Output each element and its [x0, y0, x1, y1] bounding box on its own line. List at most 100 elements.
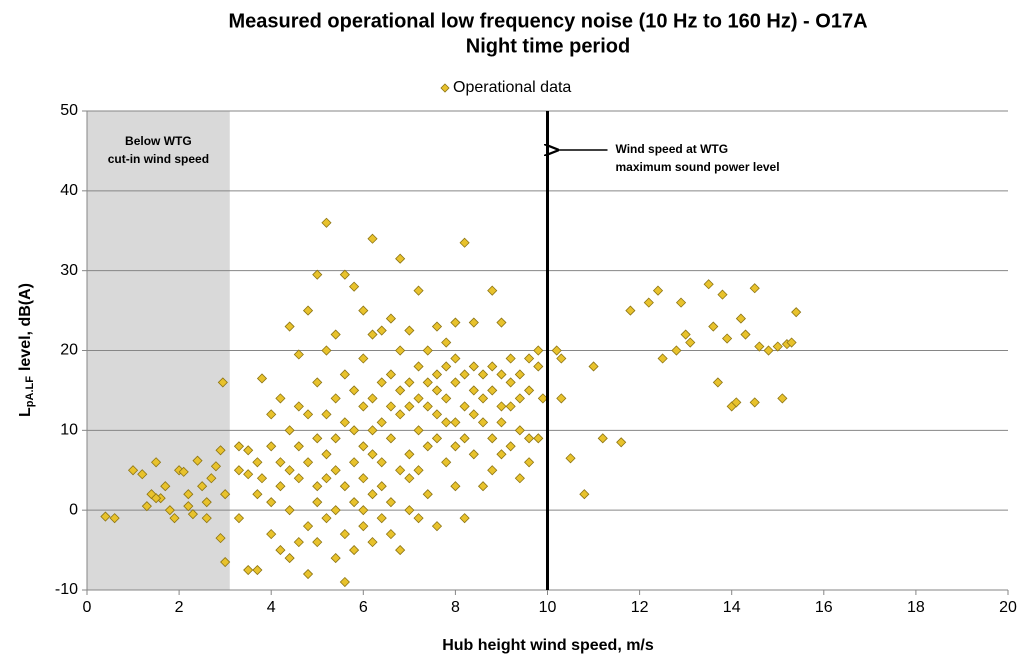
scatter-point — [459, 369, 470, 380]
scatter-point — [533, 433, 544, 444]
scatter-point — [514, 425, 525, 436]
scatter-point — [708, 321, 719, 332]
scatter-point — [293, 349, 304, 360]
legend-label: Operational data — [453, 79, 571, 96]
scatter-point — [791, 307, 802, 318]
scatter-point — [284, 465, 295, 476]
scatter-point — [450, 417, 461, 428]
scatter-point — [206, 473, 217, 484]
x-axis-label: Hub height wind speed, m/s — [442, 637, 654, 654]
scatter-point — [556, 353, 567, 364]
scatter-point — [487, 285, 498, 296]
scatter-point — [441, 457, 452, 468]
scatter-point — [395, 345, 406, 356]
scatter-point — [358, 353, 369, 364]
scatter-point — [441, 361, 452, 372]
scatter-point — [178, 466, 189, 477]
scatter-point — [450, 481, 461, 492]
x-tick-label: 12 — [631, 599, 649, 616]
scatter-point — [413, 513, 424, 524]
scatter-point — [141, 501, 152, 512]
x-tick-label: 20 — [999, 599, 1017, 616]
scatter-point — [376, 513, 387, 524]
scatter-point — [496, 401, 507, 412]
scatter-point — [349, 281, 360, 292]
y-label-main: L — [17, 407, 34, 417]
scatter-point — [556, 393, 567, 404]
scatter-point — [777, 393, 788, 404]
scatter-point — [151, 457, 162, 468]
scatter-point — [597, 433, 608, 444]
scatter-point — [675, 297, 687, 308]
scatter-point — [358, 505, 369, 516]
scatter-point — [533, 361, 544, 372]
scatter-point — [339, 576, 350, 588]
scatter-point — [349, 497, 360, 508]
y-tick-label: 20 — [60, 342, 78, 359]
scatter-point — [652, 285, 664, 296]
scatter-point — [385, 529, 396, 540]
scatter-point — [293, 441, 304, 452]
scatter-point — [266, 409, 277, 420]
scatter-point — [477, 481, 489, 492]
scatter-point — [358, 305, 369, 316]
scatter-point — [514, 393, 525, 404]
scatter-point — [450, 353, 461, 364]
scatter-point — [358, 521, 369, 532]
scatter-point — [358, 401, 369, 412]
scatter-point — [275, 457, 286, 468]
scatter-point — [321, 409, 332, 420]
y-label-sub: pA.LF — [24, 376, 36, 407]
scatter-point — [625, 305, 636, 316]
scatter-point — [376, 417, 387, 428]
scatter-point — [330, 393, 341, 404]
y-axis-label: LpA.LF level, dB(A) — [17, 283, 36, 417]
scatter-point — [468, 385, 479, 396]
scatter-point — [192, 455, 203, 466]
scatter-point — [215, 533, 226, 544]
scatter-point — [413, 285, 424, 296]
scatter-point — [330, 553, 341, 564]
scatter-point — [358, 473, 369, 484]
scatter-point — [321, 513, 332, 524]
scatter-point — [441, 337, 452, 348]
scatter-point — [312, 269, 323, 280]
x-tick-label: 18 — [907, 599, 925, 616]
scatter-point — [395, 253, 406, 264]
scatter-point — [431, 409, 443, 420]
scatter-point — [685, 337, 696, 348]
scatter-point — [385, 369, 396, 380]
scatter-point — [201, 497, 212, 508]
scatter-point — [459, 513, 470, 524]
scatter-point — [160, 481, 171, 492]
scatter-point — [505, 441, 516, 452]
scatter-point — [330, 465, 341, 476]
scatter-point — [404, 473, 415, 484]
scatter-point — [441, 393, 452, 404]
scatter-point — [385, 401, 396, 412]
x-tick-label: 14 — [723, 599, 741, 616]
scatter-point — [496, 317, 507, 328]
x-tick-label: 8 — [451, 599, 460, 616]
scatter-point — [266, 497, 277, 508]
scatter-point — [671, 345, 682, 356]
annotation: Below WTG — [125, 134, 192, 148]
scatter-point — [330, 505, 341, 516]
scatter-point — [376, 481, 387, 492]
scatter-point — [339, 417, 350, 428]
scatter-point — [459, 237, 470, 248]
scatter-point — [450, 317, 461, 328]
scatter-point — [367, 233, 378, 244]
scatter-point — [537, 393, 548, 404]
scatter-point — [413, 465, 424, 476]
scatter-point — [100, 511, 111, 522]
scatter-point — [422, 489, 433, 500]
scatter-point — [376, 377, 387, 388]
scatter-point — [441, 417, 452, 428]
scatter-point — [477, 369, 489, 380]
scatter-point — [487, 361, 498, 372]
scatter-point — [339, 481, 350, 492]
scatter-point — [339, 529, 350, 540]
annotation: Wind speed at WTG — [616, 142, 729, 156]
